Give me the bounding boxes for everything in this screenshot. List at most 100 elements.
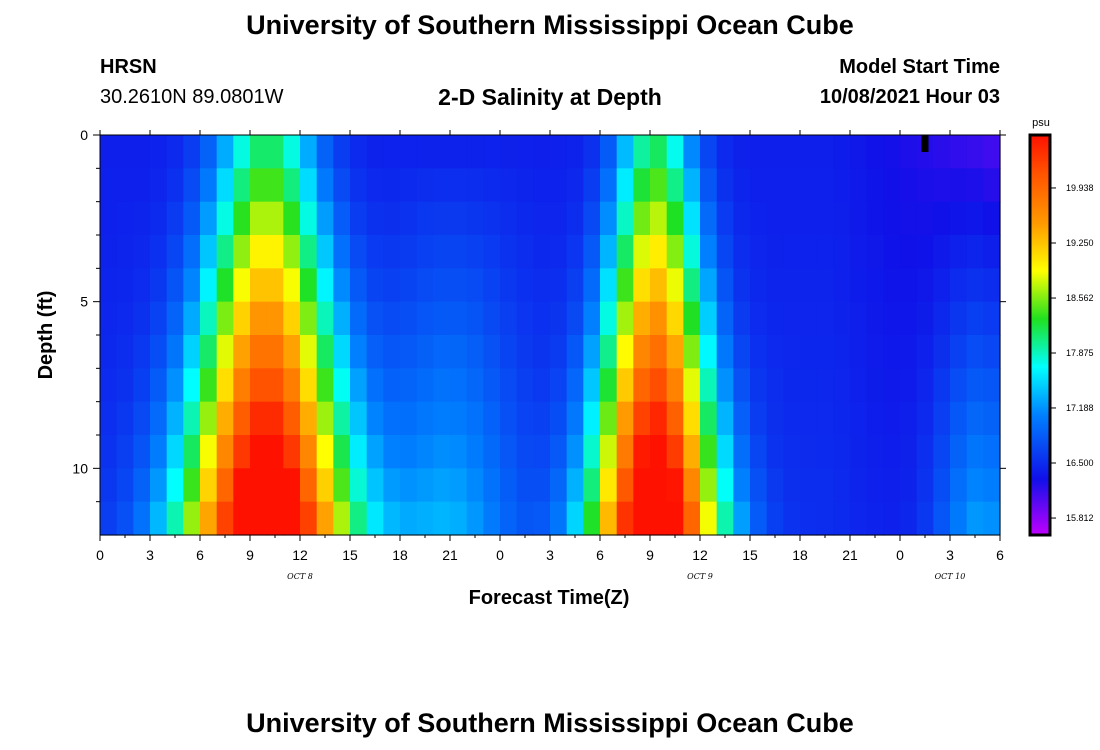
heat-cell <box>500 368 518 403</box>
heat-cell <box>900 335 918 369</box>
heat-cell <box>650 201 668 236</box>
heat-cell <box>450 435 468 469</box>
heat-cell <box>233 168 251 203</box>
heat-cell <box>850 268 868 303</box>
heat-cell <box>850 335 868 369</box>
heat-cell <box>600 168 618 203</box>
heat-cell <box>450 168 468 203</box>
heat-cell <box>450 301 468 336</box>
heat-cell <box>383 135 401 169</box>
heat-cell <box>983 201 1001 236</box>
heat-cell <box>566 468 584 503</box>
heat-cell <box>483 401 501 436</box>
heat-cell <box>833 201 851 236</box>
heat-cell <box>650 235 668 269</box>
heat-cell <box>700 301 718 336</box>
heat-cell <box>316 368 334 403</box>
heat-cell <box>766 335 784 369</box>
heat-cell <box>383 368 401 403</box>
heat-cell <box>116 335 134 369</box>
heat-cell <box>700 135 718 169</box>
heat-cell <box>500 235 518 269</box>
heat-cell <box>533 435 551 469</box>
heat-cell <box>616 368 634 403</box>
heat-cell <box>150 368 168 403</box>
heat-cell <box>166 301 184 336</box>
heat-cell <box>433 435 451 469</box>
heat-cell <box>283 235 301 269</box>
heat-cell <box>250 235 268 269</box>
heat-cell <box>733 268 751 303</box>
heat-cell <box>916 235 934 269</box>
heat-cell <box>466 301 484 336</box>
heat-cell <box>616 335 634 369</box>
heat-cell <box>633 301 651 336</box>
heat-cell <box>616 468 634 503</box>
heat-cell <box>333 301 351 336</box>
heat-cell <box>800 301 818 336</box>
heat-cell <box>116 168 134 203</box>
heat-cell <box>533 368 551 403</box>
heat-cell <box>866 301 884 336</box>
heat-cell <box>783 268 801 303</box>
heat-cell <box>116 235 134 269</box>
heat-cell <box>600 401 618 436</box>
heat-cell <box>916 335 934 369</box>
heat-cell <box>466 135 484 169</box>
date-label: OCT 10 <box>935 572 966 581</box>
heat-cell <box>433 335 451 369</box>
heat-cell <box>666 168 684 203</box>
heat-cell <box>666 135 684 169</box>
colorbar-tick-label: 19.250 <box>1066 238 1094 248</box>
heat-cell <box>433 168 451 203</box>
heat-cell <box>683 268 701 303</box>
heat-cell <box>733 435 751 469</box>
heat-cell <box>516 368 534 403</box>
heat-cell <box>750 168 768 203</box>
heat-cell <box>783 435 801 469</box>
heat-cell <box>133 235 151 269</box>
heat-cell <box>800 468 818 503</box>
heat-cell <box>366 235 384 269</box>
heat-cell <box>433 135 451 169</box>
heat-cell <box>933 401 951 436</box>
heat-cell <box>983 301 1001 336</box>
heat-cell <box>816 401 834 436</box>
heat-cell <box>250 268 268 303</box>
heat-cell <box>400 501 418 536</box>
heat-cell <box>283 368 301 403</box>
heat-cell <box>700 168 718 203</box>
heat-cell <box>450 235 468 269</box>
heat-cell <box>633 168 651 203</box>
x-tick-label: 9 <box>246 547 254 563</box>
heat-cell <box>216 268 234 303</box>
heat-cell <box>750 435 768 469</box>
heat-cell <box>166 368 184 403</box>
heat-cell <box>616 135 634 169</box>
heat-cell <box>633 201 651 236</box>
colorbar-gradient <box>1028 133 1052 537</box>
heat-cell <box>216 168 234 203</box>
heat-cell <box>616 401 634 436</box>
heat-cell <box>633 135 651 169</box>
heat-cell <box>683 235 701 269</box>
heat-cell <box>400 401 418 436</box>
heat-cell <box>800 135 818 169</box>
heat-cell <box>200 168 218 203</box>
heat-cell <box>216 301 234 336</box>
heat-cell <box>250 368 268 403</box>
colorbar-tick-label: 18.562 <box>1066 293 1094 303</box>
heat-cell <box>200 401 218 436</box>
heat-cell <box>766 401 784 436</box>
heat-cell <box>833 235 851 269</box>
y-axis: 0 5 10 <box>72 127 1006 503</box>
heat-cell <box>183 401 201 436</box>
heat-cell <box>850 401 868 436</box>
heat-cell <box>583 268 601 303</box>
heat-cell <box>933 235 951 269</box>
heat-cell <box>333 468 351 503</box>
heat-cell <box>483 201 501 236</box>
heat-cell <box>466 501 484 536</box>
heat-cell <box>783 335 801 369</box>
heat-cell <box>250 135 268 169</box>
